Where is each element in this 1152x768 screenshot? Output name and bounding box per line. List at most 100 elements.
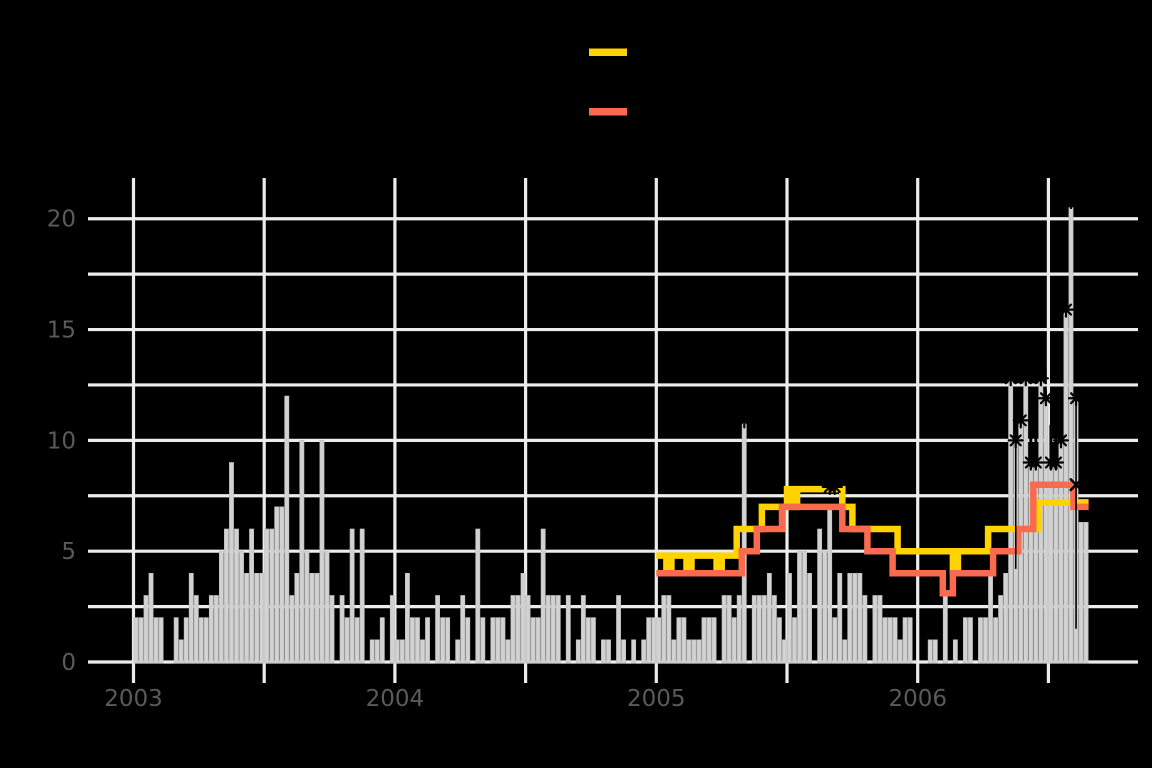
observed-bar: [284, 395, 290, 664]
observed-bar: [952, 639, 958, 664]
x-tick-label: 2004: [366, 686, 425, 712]
alarm-x-icon: [1069, 478, 1083, 492]
observed-bar: [374, 639, 380, 664]
observed-bar: [797, 550, 802, 664]
observed-bar: [671, 639, 677, 664]
observed-bar: [857, 572, 863, 664]
observed-bar: [183, 617, 189, 664]
x-tick-label: 2005: [627, 686, 686, 712]
alarm-asterisk-icon: [828, 480, 841, 493]
observed-bar: [274, 506, 280, 664]
observed-bar: [641, 639, 647, 664]
observed-bar: [766, 572, 772, 664]
observed-bar: [621, 639, 626, 664]
observed-bar: [646, 617, 652, 664]
observed-bar: [259, 572, 265, 664]
observed-bar: [963, 617, 968, 664]
observed-bar: [978, 617, 983, 664]
observed-bar: [324, 550, 330, 664]
observed-bar: [229, 462, 234, 664]
observed-bar: [993, 617, 998, 664]
observed-bar: [872, 595, 878, 664]
observed-bar: [691, 639, 697, 664]
alarm-asterisk-icon: [1039, 392, 1052, 405]
alarm-stem: [1029, 415, 1033, 467]
observed-bar: [782, 639, 787, 664]
observed-bar: [289, 595, 295, 664]
observed-bar: [1053, 462, 1059, 664]
observed-bar: [550, 595, 556, 664]
observed-bar: [726, 595, 732, 664]
observed-bar: [394, 639, 400, 664]
observed-bar: [606, 639, 611, 664]
observed-bar: [535, 617, 541, 664]
y-tick-label: 15: [47, 318, 76, 344]
observed-bar: [500, 617, 506, 664]
observed-bar: [601, 639, 606, 664]
observed-bar: [435, 595, 440, 664]
observed-bar: [887, 617, 893, 664]
observed-bar: [329, 595, 335, 664]
observed-bar: [178, 639, 184, 664]
observed-bar: [525, 595, 531, 664]
observed-bar: [756, 595, 762, 664]
observed-bar: [968, 617, 973, 664]
observed-bar: [616, 595, 621, 664]
observed-bar: [792, 617, 797, 664]
observed-bar: [686, 639, 692, 664]
observed-bar: [158, 617, 164, 664]
x-tick-label: 2003: [104, 686, 163, 712]
observed-bar: [415, 617, 420, 664]
observed-bar: [379, 617, 385, 664]
observed-bar: [741, 422, 747, 664]
observed-bar: [676, 617, 682, 664]
y-tick-label: 5: [61, 539, 76, 565]
alarm-stem: [1034, 415, 1038, 467]
observed-bar: [420, 639, 425, 664]
observed-bar: [314, 572, 320, 664]
alarm-asterisk-icon: [738, 414, 751, 427]
alarm-asterisk-icon: [1064, 194, 1078, 208]
observed-bar: [666, 595, 672, 664]
observed-bar: [219, 550, 224, 664]
observed-bar: [802, 550, 807, 664]
observed-bar: [731, 617, 737, 664]
observed-bar: [847, 572, 853, 664]
observed-bar: [148, 572, 154, 664]
observed-bar: [591, 617, 596, 664]
observed-bar: [777, 617, 782, 664]
observed-bar: [706, 617, 712, 664]
observed-bar: [133, 617, 139, 664]
alarm-asterisk-icon: [1009, 434, 1022, 447]
observed-bar: [294, 572, 300, 664]
observed-bar: [349, 528, 355, 664]
observed-bar: [862, 595, 868, 664]
observed-bar: [932, 639, 938, 664]
observed-bar: [244, 572, 249, 664]
observed-bar: [425, 617, 430, 664]
observed-bar: [585, 617, 591, 664]
observed-bar: [264, 528, 270, 664]
alarm-asterisk-icon: [1029, 456, 1042, 469]
x-tick-label: 2006: [888, 686, 947, 712]
observed-bar: [540, 528, 546, 664]
alarm-asterisk-icon: [1059, 303, 1073, 316]
alarm-asterisk-icon: [1034, 372, 1047, 385]
observed-bar: [656, 617, 662, 664]
observed-bar: [143, 595, 149, 664]
observed-bar: [832, 617, 838, 664]
observed-bar: [309, 572, 315, 664]
observed-bar: [369, 639, 375, 664]
observed-bar: [520, 572, 526, 664]
observed-bar: [565, 595, 571, 664]
observed-bar: [515, 595, 521, 664]
observed-bar: [1048, 462, 1054, 664]
alarm-asterisk-icon: [1004, 372, 1017, 385]
observed-bar: [405, 572, 410, 664]
observed-bar: [822, 550, 828, 664]
observed-bar: [837, 572, 843, 664]
observed-bar: [631, 639, 637, 664]
observed-bar: [696, 639, 702, 664]
observed-bar: [495, 617, 501, 664]
observed-bar: [877, 595, 883, 664]
